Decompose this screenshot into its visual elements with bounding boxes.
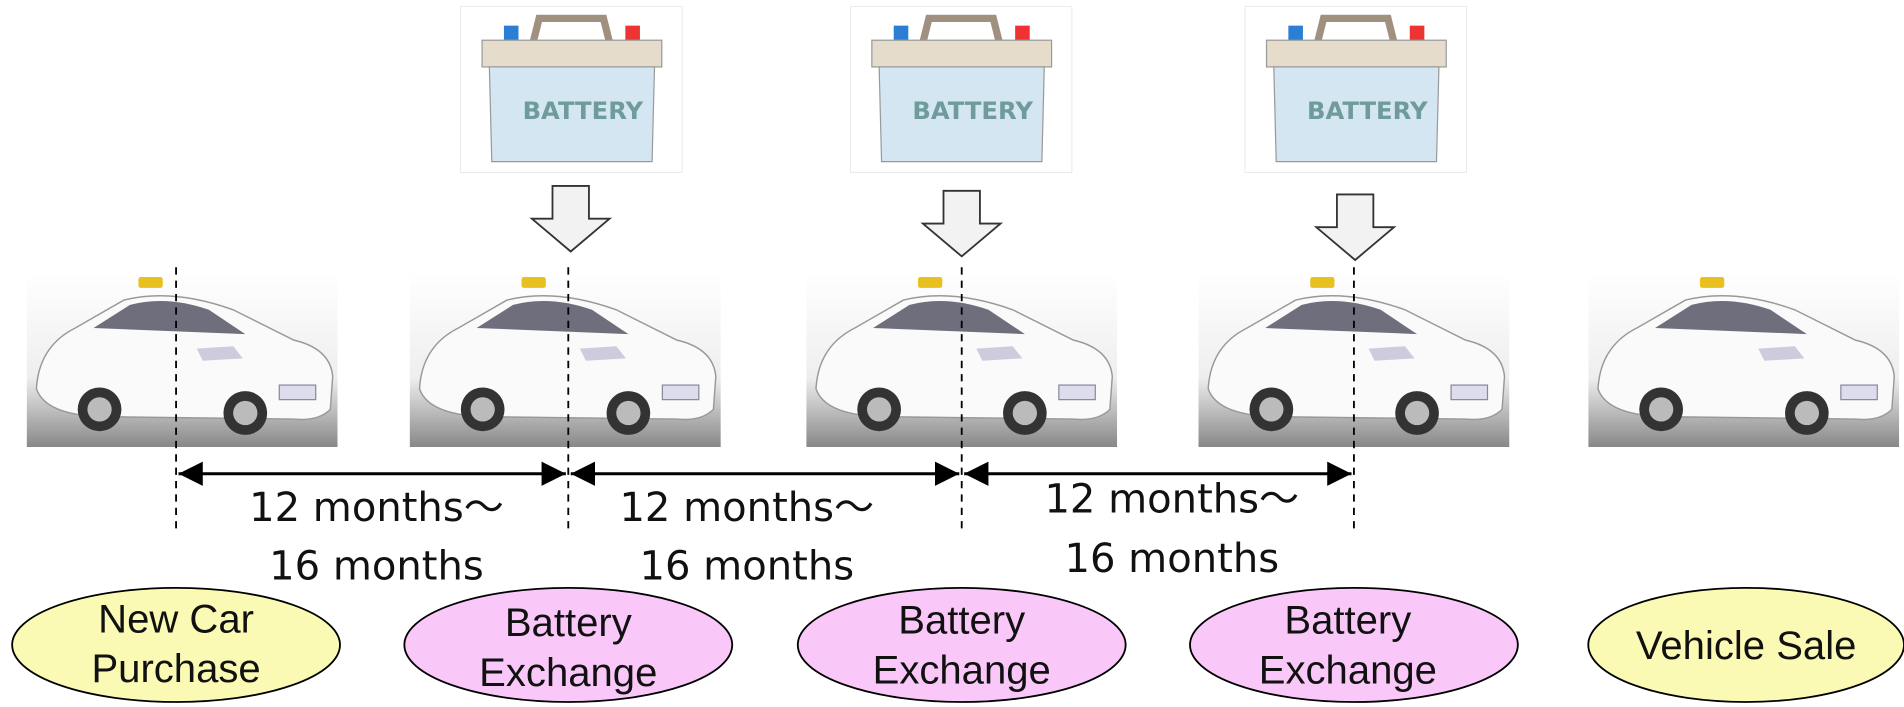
stage-label: Purchase (91, 647, 260, 691)
stage-label: Exchange (1259, 648, 1437, 692)
battery-label: BATTERY (523, 96, 644, 125)
battery-image (1245, 6, 1467, 172)
down-arrow (532, 186, 610, 252)
battery-label: BATTERY (1307, 96, 1428, 125)
down-arrow (1316, 194, 1394, 260)
down-arrow (923, 191, 1001, 257)
down-arrows (532, 186, 1394, 260)
cars (27, 273, 1899, 447)
car-image (27, 273, 338, 447)
interval-text: 12 months〜 (249, 485, 504, 531)
interval-text: 12 months〜 (1044, 477, 1299, 523)
interval-text: 16 months (639, 543, 854, 589)
battery-label: BATTERY (912, 96, 1033, 125)
diagram: BATTERY BATTERY BATTERY 12 months〜 16 mo… (0, 0, 1904, 707)
stage-label: Exchange (479, 651, 657, 695)
batteries: BATTERY BATTERY BATTERY (460, 6, 1467, 172)
battery-image (850, 6, 1072, 172)
car-image (410, 273, 721, 447)
battery-image (460, 6, 682, 172)
stage-label: Battery (1284, 599, 1411, 643)
car-image (1588, 273, 1899, 447)
stage-label: Battery (505, 601, 632, 645)
interval-text: 16 months (269, 543, 484, 589)
interval-text: 16 months (1064, 536, 1279, 582)
intervals: 12 months〜 16 months 12 months〜 16 month… (249, 477, 1299, 590)
stage-label: Battery (898, 599, 1025, 643)
stage-label: New Car (98, 597, 254, 641)
stage-label: Exchange (873, 648, 1051, 692)
interval-text: 12 months〜 (619, 485, 874, 531)
stage-label: Vehicle Sale (1636, 624, 1857, 668)
